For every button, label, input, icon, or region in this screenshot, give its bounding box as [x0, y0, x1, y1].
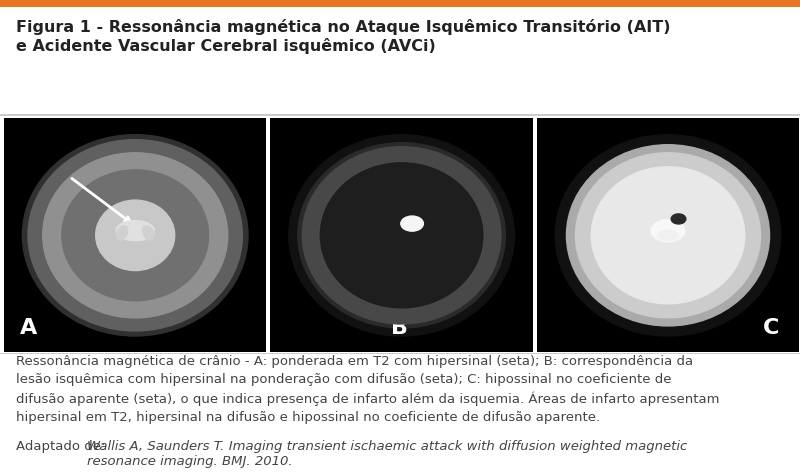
Ellipse shape: [116, 220, 154, 241]
Circle shape: [591, 167, 745, 304]
Text: Adaptado de:: Adaptado de:: [16, 440, 110, 453]
Text: Ressonância magnética de crânio - A: ponderada em T2 com hipersinal (seta); B: c: Ressonância magnética de crânio - A: pon…: [16, 355, 719, 424]
Text: Figura 1 - Ressonância magnética no Ataque Isquêmico Transitório (AIT)
e Acident: Figura 1 - Ressonância magnética no Ataq…: [16, 19, 670, 53]
Circle shape: [22, 135, 248, 336]
Circle shape: [62, 170, 209, 301]
Ellipse shape: [142, 226, 154, 240]
Ellipse shape: [671, 214, 686, 224]
Ellipse shape: [401, 216, 423, 231]
Text: Wallis A, Saunders T. Imaging transient ischaemic attack with diffusion weighted: Wallis A, Saunders T. Imaging transient …: [87, 440, 688, 468]
Circle shape: [575, 153, 761, 318]
Ellipse shape: [117, 226, 128, 240]
Text: A: A: [20, 318, 37, 338]
Text: B: B: [391, 318, 408, 338]
Circle shape: [320, 163, 483, 308]
Circle shape: [289, 135, 514, 336]
Circle shape: [96, 200, 174, 271]
Circle shape: [566, 145, 770, 326]
Ellipse shape: [658, 230, 678, 240]
Circle shape: [555, 135, 781, 336]
Circle shape: [28, 140, 242, 331]
Circle shape: [42, 153, 228, 318]
Ellipse shape: [651, 219, 685, 242]
Text: C: C: [762, 318, 779, 338]
Circle shape: [302, 147, 501, 324]
Circle shape: [298, 143, 506, 328]
